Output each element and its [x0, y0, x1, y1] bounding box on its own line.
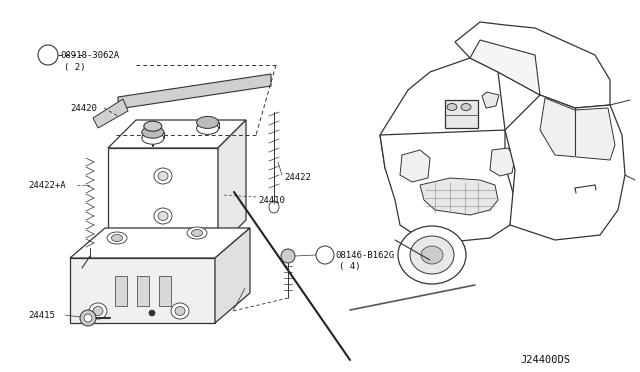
Polygon shape — [490, 148, 515, 176]
Text: 08918-3062A: 08918-3062A — [60, 51, 119, 60]
Ellipse shape — [461, 103, 471, 110]
Polygon shape — [470, 40, 540, 95]
Text: ( 2): ( 2) — [64, 62, 86, 71]
Polygon shape — [218, 120, 246, 248]
Ellipse shape — [171, 303, 189, 319]
Polygon shape — [115, 276, 127, 306]
Polygon shape — [215, 228, 250, 323]
Ellipse shape — [93, 307, 103, 315]
Polygon shape — [380, 130, 515, 242]
Polygon shape — [482, 92, 499, 108]
Circle shape — [281, 249, 295, 263]
Ellipse shape — [89, 303, 107, 319]
Polygon shape — [540, 98, 615, 160]
Polygon shape — [380, 58, 505, 175]
Ellipse shape — [398, 226, 466, 284]
Ellipse shape — [111, 234, 122, 241]
Circle shape — [38, 45, 58, 65]
Text: 24415: 24415 — [28, 311, 55, 320]
Text: B: B — [323, 250, 327, 260]
Polygon shape — [93, 99, 128, 128]
Ellipse shape — [447, 103, 457, 110]
Polygon shape — [108, 120, 246, 148]
Ellipse shape — [421, 246, 443, 264]
Circle shape — [316, 246, 334, 264]
Polygon shape — [455, 22, 610, 108]
Polygon shape — [445, 100, 478, 128]
Polygon shape — [108, 148, 218, 248]
Ellipse shape — [154, 208, 172, 224]
Text: ( 4): ( 4) — [339, 263, 360, 272]
Text: N: N — [45, 51, 51, 60]
Text: 24410: 24410 — [258, 196, 285, 205]
Ellipse shape — [84, 314, 92, 322]
Polygon shape — [70, 228, 250, 258]
Ellipse shape — [196, 122, 219, 134]
Ellipse shape — [191, 230, 202, 237]
Ellipse shape — [187, 227, 207, 239]
Ellipse shape — [107, 232, 127, 244]
Polygon shape — [159, 276, 171, 306]
Ellipse shape — [154, 168, 172, 184]
Ellipse shape — [158, 171, 168, 180]
Polygon shape — [420, 178, 498, 215]
Text: J24400DS: J24400DS — [520, 355, 570, 365]
Text: 08146-B162G: 08146-B162G — [335, 250, 394, 260]
Text: 24422+A: 24422+A — [28, 180, 66, 189]
Polygon shape — [70, 258, 215, 323]
Text: 24420: 24420 — [70, 103, 97, 112]
Polygon shape — [137, 276, 149, 306]
Ellipse shape — [158, 212, 168, 221]
Circle shape — [149, 310, 155, 316]
Ellipse shape — [142, 132, 164, 144]
Ellipse shape — [142, 126, 164, 138]
Ellipse shape — [175, 307, 185, 315]
Polygon shape — [505, 95, 625, 240]
Ellipse shape — [80, 310, 96, 326]
Ellipse shape — [196, 116, 219, 128]
Polygon shape — [400, 150, 430, 182]
Text: 24422: 24422 — [284, 173, 311, 182]
Ellipse shape — [144, 121, 162, 131]
Ellipse shape — [410, 236, 454, 274]
Polygon shape — [118, 74, 271, 109]
